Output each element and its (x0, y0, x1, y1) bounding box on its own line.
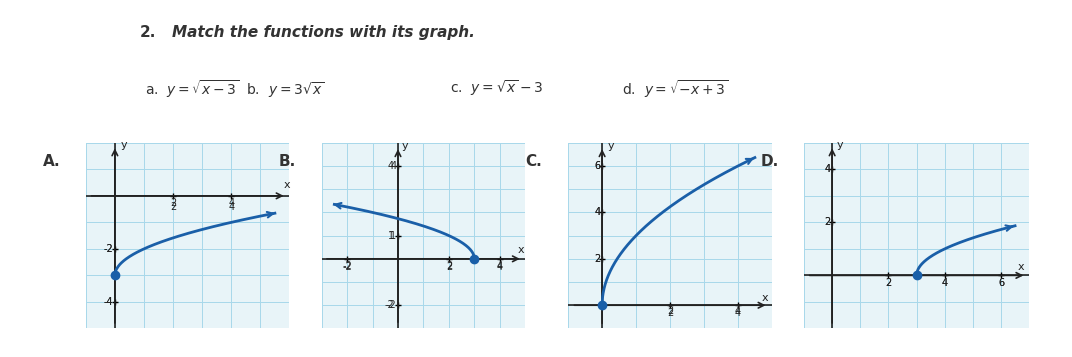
Text: 4: 4 (734, 308, 741, 318)
Text: 4: 4 (594, 207, 600, 217)
Text: 1: 1 (388, 231, 394, 241)
Text: 1: 1 (390, 231, 397, 241)
Text: Match the functions with its graph.: Match the functions with its graph. (172, 25, 475, 40)
Text: -2: -2 (342, 262, 352, 272)
Text: -2: -2 (104, 244, 114, 254)
Text: 2: 2 (170, 198, 176, 208)
Text: 4: 4 (824, 164, 831, 174)
Text: d.  $y = \sqrt{-x+3}$: d. $y = \sqrt{-x+3}$ (622, 79, 728, 100)
Text: 2: 2 (446, 262, 452, 272)
Text: 6: 6 (594, 161, 600, 171)
Text: 6: 6 (998, 278, 1004, 288)
Text: -2: -2 (385, 300, 394, 310)
Text: x: x (284, 180, 291, 190)
Text: 4: 4 (734, 306, 741, 316)
Text: 2: 2 (594, 254, 600, 264)
Text: 4: 4 (496, 261, 503, 271)
Text: y: y (836, 140, 843, 150)
Text: -2: -2 (103, 244, 114, 254)
Text: 2: 2 (667, 306, 673, 316)
Text: A.: A. (43, 154, 60, 169)
Text: 2: 2 (885, 278, 892, 288)
Text: 6: 6 (998, 278, 1004, 288)
Text: 4: 4 (228, 202, 235, 212)
Text: 2: 2 (824, 217, 831, 227)
Text: c.  $y = \sqrt{x} - 3$: c. $y = \sqrt{x} - 3$ (450, 79, 544, 99)
Text: 4: 4 (496, 262, 503, 272)
Text: 4: 4 (594, 207, 600, 217)
Text: x: x (518, 245, 524, 255)
Text: 4: 4 (388, 161, 394, 171)
Text: B.: B. (279, 154, 296, 169)
Text: 2.: 2. (139, 25, 155, 40)
Text: 4: 4 (228, 198, 235, 208)
Text: 4: 4 (941, 278, 948, 288)
Text: x: x (761, 293, 769, 303)
Text: y: y (121, 140, 128, 150)
Text: x: x (1017, 262, 1025, 272)
Text: y: y (607, 141, 614, 151)
Text: 2: 2 (667, 308, 673, 318)
Text: 2: 2 (824, 217, 830, 227)
Text: 4: 4 (941, 278, 948, 288)
Text: a.  $y = \sqrt{x-3}$  b.  $y = 3\sqrt{x}$: a. $y = \sqrt{x-3}$ b. $y = 3\sqrt{x}$ (145, 79, 325, 100)
Text: -4: -4 (104, 297, 114, 307)
Text: 2: 2 (170, 202, 176, 212)
Text: D.: D. (761, 154, 779, 169)
Text: -4: -4 (104, 297, 114, 307)
Text: y: y (402, 141, 408, 151)
Text: 2: 2 (885, 278, 892, 288)
Text: 4: 4 (824, 164, 830, 174)
Text: 2: 2 (446, 261, 452, 271)
Text: 2: 2 (594, 254, 600, 264)
Text: C.: C. (525, 154, 542, 169)
Text: -2: -2 (342, 261, 352, 271)
Text: -2: -2 (387, 300, 397, 310)
Text: 4: 4 (390, 161, 397, 171)
Text: 6: 6 (594, 161, 600, 171)
